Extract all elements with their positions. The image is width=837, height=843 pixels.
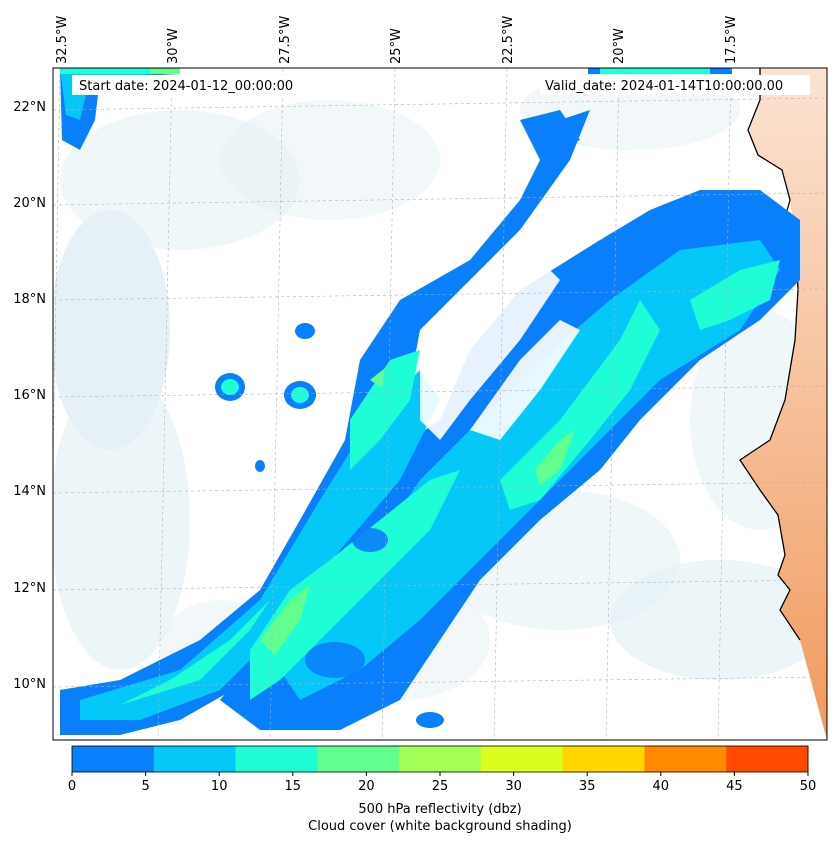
colorbar-sublabel: Cloud cover (white background shading)	[308, 819, 572, 834]
colorbar-segment	[399, 746, 482, 772]
lon-label: 32.5°W	[55, 16, 70, 64]
coastline	[739, 68, 801, 641]
valid-date-label: Valid_date: 2024-01-14T10:00:00.00	[545, 79, 783, 94]
lon-label: 27.5°W	[278, 16, 293, 64]
lon-label: 25°W	[389, 28, 404, 64]
latitude-labels: 22°N 20°N 18°N 16°N 14°N 12°N 10°N	[13, 100, 46, 692]
lon-label: 20°W	[612, 28, 627, 64]
colorbar-tick-label: 10	[211, 779, 228, 794]
lat-label: 14°N	[13, 484, 46, 499]
colorbar-tick-label: 45	[726, 779, 743, 794]
colorbar	[71, 745, 809, 773]
colorbar-segment	[480, 746, 564, 772]
lat-label: 22°N	[13, 100, 46, 115]
colorbar-tick-label: 35	[579, 779, 596, 794]
reflectivity-band-15-20	[60, 68, 780, 705]
lat-label: 12°N	[13, 581, 46, 596]
lon-label: 22.5°W	[501, 16, 516, 64]
reflectivity-band-20-25	[150, 68, 575, 655]
longitude-labels: 32.5°W 30°W 27.5°W 25°W 22.5°W 20°W 17.5…	[55, 16, 739, 64]
colorbar-segment	[726, 746, 809, 772]
colorbar-segment	[644, 746, 727, 772]
lat-label: 18°N	[13, 292, 46, 307]
colorbar-tick-label: 50	[800, 779, 817, 794]
colorbar-segment	[317, 746, 400, 772]
lat-label: 16°N	[13, 388, 46, 403]
colorbar-tick-label: 0	[68, 779, 76, 794]
reflectivity-gaps	[305, 260, 580, 678]
colorbar-segment	[235, 746, 318, 772]
map-frame	[52, 67, 828, 741]
valid-date-box	[540, 75, 810, 95]
colorbar-tick-label: 5	[141, 779, 149, 794]
colorbar-label: 500 hPa reflectivity (dbz)	[358, 802, 521, 817]
lat-label: 20°N	[13, 196, 46, 211]
start-date-label: Start date: 2024-01-12_00:00:00	[79, 79, 293, 94]
lon-label: 30°W	[166, 28, 181, 64]
lon-label: 17.5°W	[724, 16, 739, 64]
colorbar-tick-label: 25	[432, 779, 449, 794]
colorbar-tick-label: 20	[358, 779, 375, 794]
colorbar-segment	[153, 746, 237, 772]
start-date-box	[72, 75, 322, 95]
graticule-lines	[53, 68, 827, 740]
colorbar-segment	[562, 746, 645, 772]
lat-label: 10°N	[13, 677, 46, 692]
colorbar-tick-label: 15	[285, 779, 302, 794]
colorbar-segment	[72, 746, 155, 772]
colorbar-tick-label: 40	[653, 779, 670, 794]
colorbar-tick-label: 30	[505, 779, 522, 794]
colorbar-ticks: 0 5 10 15 20 25 30 35 40 45 50	[68, 772, 816, 794]
